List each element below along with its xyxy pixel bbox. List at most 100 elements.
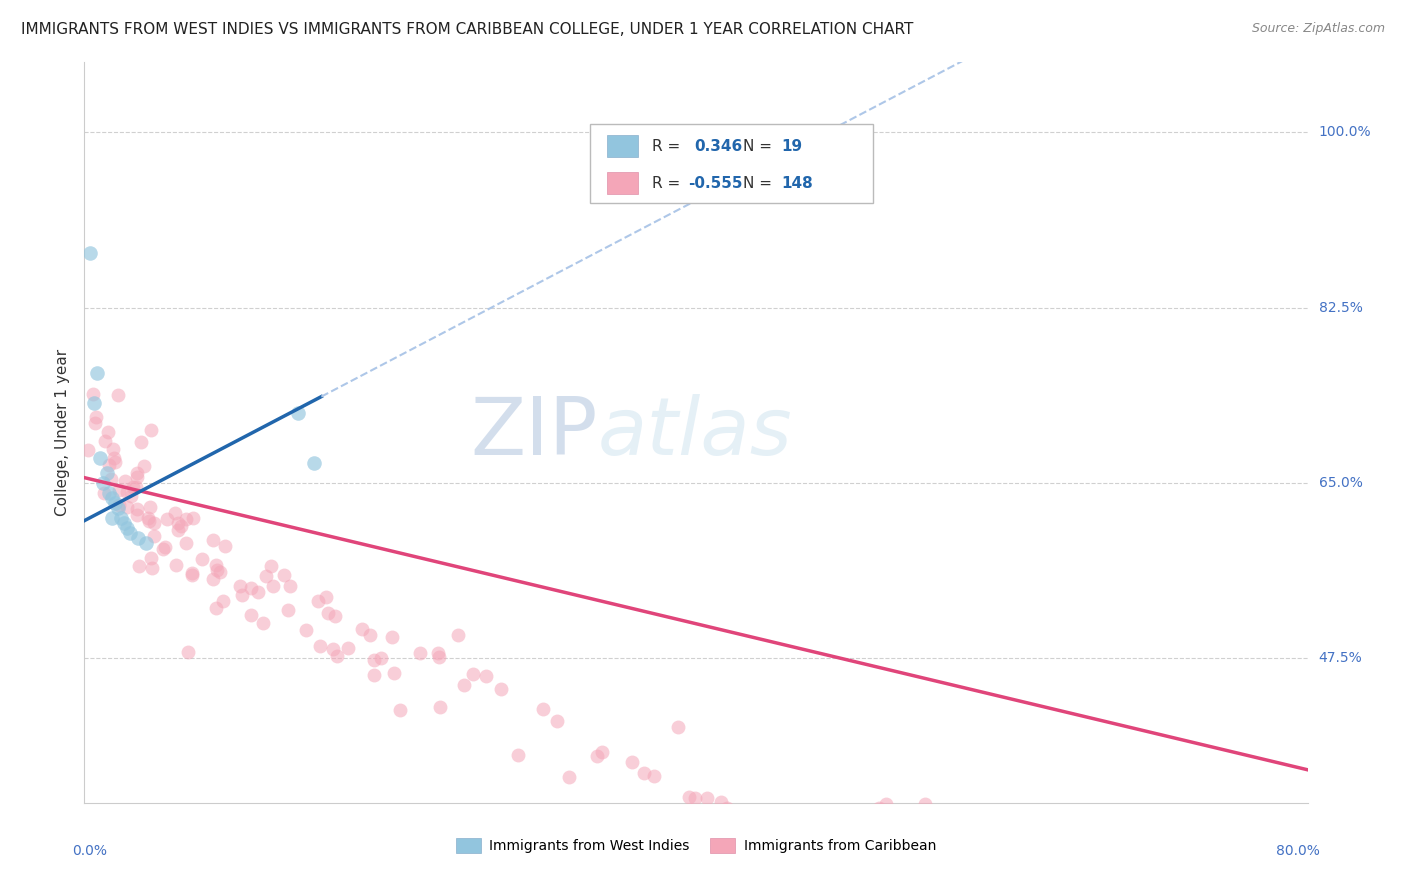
Point <box>107 388 129 402</box>
Point <box>246 585 269 599</box>
Text: N =: N = <box>744 139 778 153</box>
Point <box>352 622 374 636</box>
Point <box>875 797 897 812</box>
Point <box>322 642 344 657</box>
Point <box>370 651 392 665</box>
Point <box>446 628 468 642</box>
Point <box>963 862 986 876</box>
Point <box>326 649 349 664</box>
Point <box>153 540 176 554</box>
Point <box>115 521 138 535</box>
Text: 148: 148 <box>782 176 813 191</box>
Point <box>825 810 848 824</box>
Point <box>156 512 179 526</box>
Point <box>167 523 190 537</box>
Point <box>122 480 145 494</box>
Point <box>127 466 149 480</box>
Point <box>533 702 555 716</box>
Point <box>120 525 142 540</box>
Point <box>141 561 163 575</box>
Point <box>76 443 98 458</box>
Point <box>86 366 108 380</box>
Point <box>683 790 706 805</box>
Point <box>136 511 159 525</box>
Point <box>359 628 381 642</box>
Text: N =: N = <box>744 176 778 191</box>
Point <box>463 667 485 681</box>
Text: 47.5%: 47.5% <box>1319 651 1362 665</box>
Point <box>429 700 451 714</box>
Point <box>388 703 411 717</box>
Text: ZIP: ZIP <box>471 393 598 472</box>
Point <box>163 506 186 520</box>
Point <box>79 245 101 260</box>
Point <box>316 606 339 620</box>
Point <box>176 536 198 550</box>
Legend: Immigrants from West Indies, Immigrants from Caribbean: Immigrants from West Indies, Immigrants … <box>450 833 942 859</box>
Y-axis label: College, Under 1 year: College, Under 1 year <box>55 349 70 516</box>
Point <box>100 472 122 486</box>
Point <box>228 578 250 592</box>
Text: Source: ZipAtlas.com: Source: ZipAtlas.com <box>1251 22 1385 36</box>
Point <box>307 594 329 608</box>
Point <box>744 840 766 855</box>
Point <box>115 485 138 500</box>
Point <box>138 514 160 528</box>
Text: 0.346: 0.346 <box>695 139 742 153</box>
Point <box>214 539 236 553</box>
Point <box>240 607 263 622</box>
Point <box>83 395 105 409</box>
Point <box>678 789 700 804</box>
Point <box>128 558 150 573</box>
Point <box>89 450 111 465</box>
Point <box>139 423 162 437</box>
Point <box>115 500 138 514</box>
Point <box>103 451 125 466</box>
Point <box>107 499 129 513</box>
Point <box>287 406 309 420</box>
Point <box>97 425 120 440</box>
Point <box>139 500 162 514</box>
Text: 82.5%: 82.5% <box>1319 301 1362 315</box>
Point <box>112 516 135 530</box>
Text: atlas: atlas <box>598 393 793 472</box>
Point <box>633 765 655 780</box>
Point <box>167 516 190 530</box>
Point <box>710 796 733 810</box>
Point <box>190 551 212 566</box>
Text: -0.555: -0.555 <box>689 176 742 191</box>
Point <box>169 519 191 533</box>
Point <box>546 714 568 728</box>
Point <box>621 755 644 769</box>
Text: 19: 19 <box>782 139 803 153</box>
Point <box>263 579 285 593</box>
Text: R =: R = <box>652 176 685 191</box>
Point <box>1053 878 1076 892</box>
Point <box>110 510 132 524</box>
Point <box>506 748 529 763</box>
Point <box>336 640 359 655</box>
Point <box>174 512 197 526</box>
Point <box>180 566 202 580</box>
Point <box>591 745 613 759</box>
Point <box>959 880 981 892</box>
Point <box>83 417 105 431</box>
Point <box>643 769 665 783</box>
Text: 0.0%: 0.0% <box>72 844 107 857</box>
Point <box>869 800 891 814</box>
Point <box>363 653 385 667</box>
Point <box>427 650 450 665</box>
Point <box>114 474 136 488</box>
Point <box>914 797 936 811</box>
Point <box>585 749 607 764</box>
Point <box>93 434 115 448</box>
Point <box>91 475 114 490</box>
Point <box>557 770 579 784</box>
Point <box>143 516 166 530</box>
Point <box>426 646 449 660</box>
Point <box>181 511 204 525</box>
Point <box>125 480 148 494</box>
Point <box>474 668 496 682</box>
Point <box>315 590 337 604</box>
Point <box>800 831 823 846</box>
